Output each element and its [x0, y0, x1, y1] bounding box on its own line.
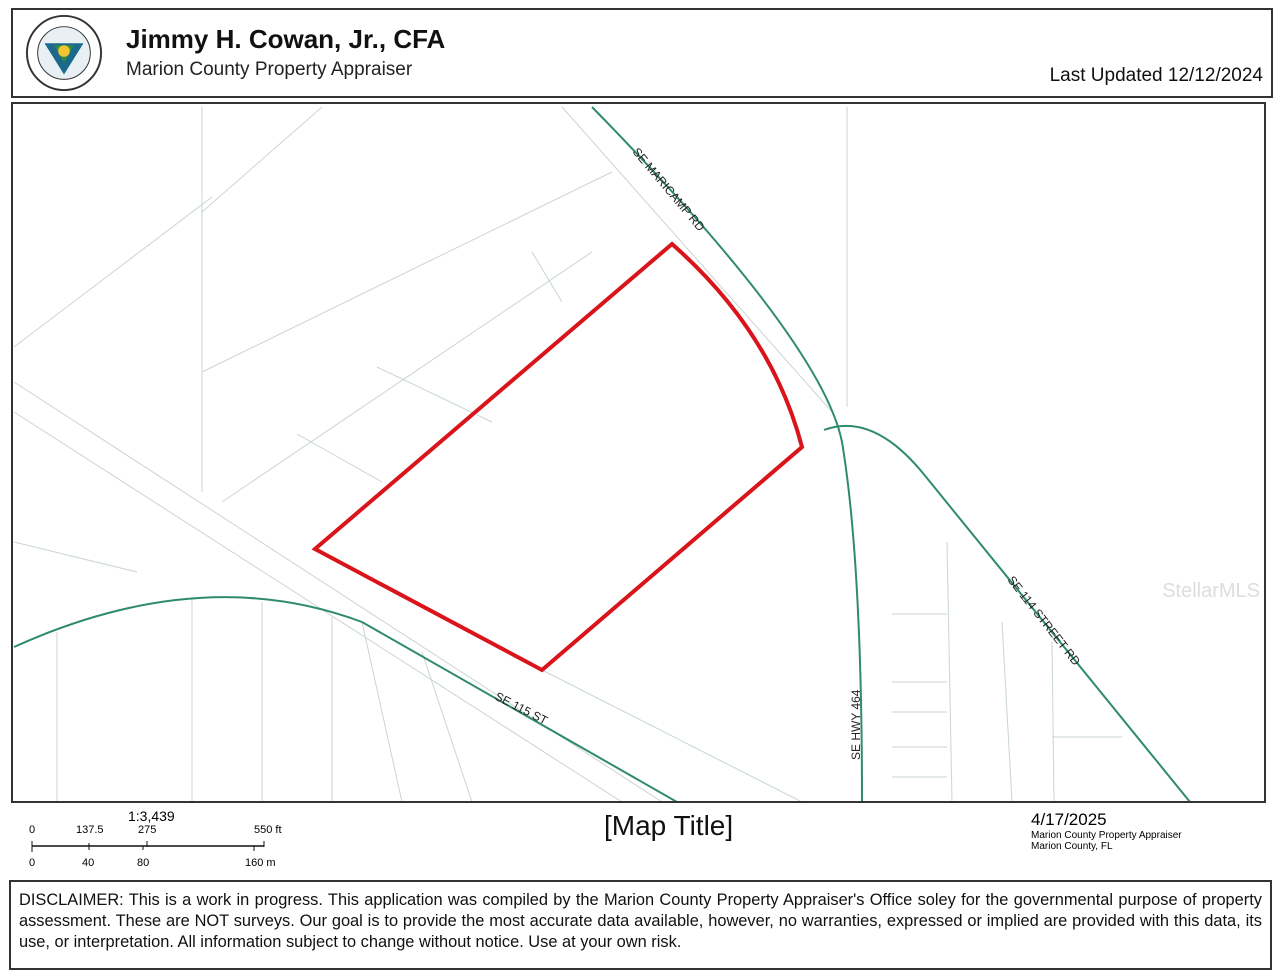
scale-m-1: 40 [82, 857, 95, 869]
scale-ft-1: 137.5 [76, 824, 104, 836]
road-label-hwy-464: SE HWY 464 [849, 689, 863, 760]
scale-ft-2: 275 [138, 824, 157, 836]
disclaimer: DISCLAIMER: This is a work in progress. … [9, 880, 1272, 970]
watermark: StellarMLS [1162, 580, 1260, 602]
parcel-map[interactable]: SE MARICAMP RD SE 115 ST SE HWY 464 SE 1… [11, 102, 1266, 803]
map-title: [Map Title] [604, 810, 734, 841]
subject-parcel-outline[interactable] [311, 241, 805, 673]
scale-ft-0: 0 [29, 824, 36, 836]
parcel-lines [13, 106, 1122, 801]
road-labels: SE MARICAMP RD SE 115 ST SE HWY 464 SE 1… [493, 145, 1084, 760]
print-date: 4/17/2025 [1031, 810, 1107, 829]
org-line-1: Marion County Property Appraiser [1031, 830, 1182, 841]
map-canvas: SE MARICAMP RD SE 115 ST SE HWY 464 SE 1… [13, 106, 1191, 801]
road-label-maricamp: SE MARICAMP RD [630, 145, 708, 234]
scale-ratio: 1:3,439 [128, 808, 175, 824]
scale-m-0: 0 [29, 857, 36, 869]
road-centerlines [13, 106, 1191, 801]
road-label-115-st: SE 115 ST [493, 689, 551, 728]
appraiser-name: Jimmy H. Cowan, Jr., CFA [126, 24, 446, 54]
road-label-114-street: SE 114 STREET RD [1005, 573, 1084, 668]
scale-m-3: 160 m [245, 857, 276, 869]
appraiser-seal-logo [25, 14, 103, 92]
scale-m-2: 80 [137, 857, 150, 869]
scale-line [31, 841, 265, 852]
scale-ft-3: 550 ft [254, 824, 282, 836]
org-info: Marion County Property Appraiser Marion … [1031, 830, 1182, 852]
office-name: Marion County Property Appraiser [126, 59, 413, 80]
org-line-2: Marion County, FL [1031, 841, 1113, 852]
last-updated: Last Updated 12/12/2024 [1049, 65, 1263, 86]
header: Jimmy H. Cowan, Jr., CFA Marion County P… [11, 8, 1273, 98]
